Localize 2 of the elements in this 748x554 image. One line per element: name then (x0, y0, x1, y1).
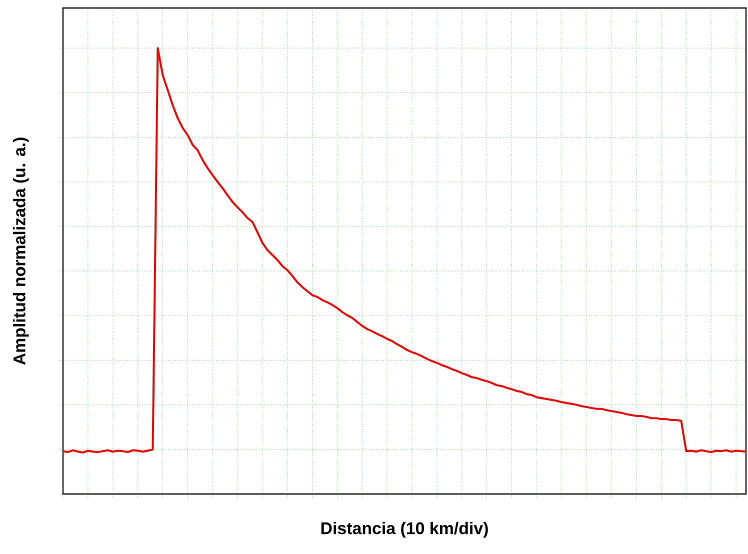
y-axis-title: Amplitud normalizada (u. a.) (12, 138, 29, 365)
x-axis-title: Distancia (10 km/div) (321, 522, 488, 538)
